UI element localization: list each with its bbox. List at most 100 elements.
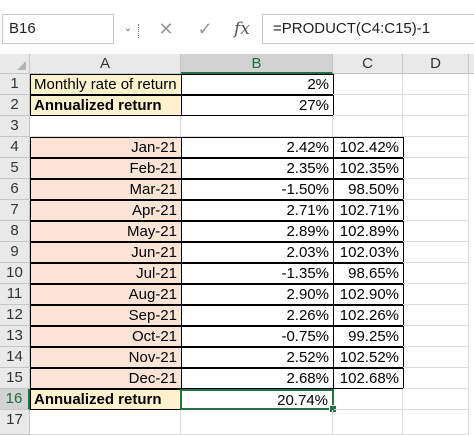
row-header[interactable]: 2 xyxy=(0,95,30,116)
cell-c16[interactable] xyxy=(334,389,403,410)
cell-c14[interactable]: 102.52% xyxy=(333,347,404,368)
cell-b11[interactable]: 2.90% xyxy=(181,284,334,305)
cell-d3[interactable] xyxy=(403,116,469,137)
cell-d11[interactable] xyxy=(403,284,469,305)
row-header[interactable]: 13 xyxy=(0,326,30,347)
formula-input[interactable]: =PRODUCT(C4:C15)-1 xyxy=(262,14,474,44)
cell-c9[interactable]: 102.03% xyxy=(333,242,404,263)
cell-b5[interactable]: 2.35% xyxy=(181,158,334,179)
row-header[interactable]: 1 xyxy=(0,74,30,95)
select-all-button[interactable] xyxy=(0,54,30,74)
cell-d5[interactable] xyxy=(403,158,469,179)
row-header[interactable]: 17 xyxy=(0,410,30,435)
cell-b14[interactable]: 2.52% xyxy=(181,347,334,368)
row-2: 2 Annualized return 27% xyxy=(0,95,474,116)
cell-a5[interactable]: Feb-21 xyxy=(30,158,182,179)
cell-d7[interactable] xyxy=(403,200,469,221)
cell-c5[interactable]: 102.35% xyxy=(333,158,404,179)
cell-b9[interactable]: 2.03% xyxy=(181,242,334,263)
row-header[interactable]: 3 xyxy=(0,116,30,137)
cell-a1[interactable]: Monthly rate of return xyxy=(30,74,182,95)
column-header-c[interactable]: C xyxy=(333,54,403,74)
row-header[interactable]: 12 xyxy=(0,305,30,326)
row-header[interactable]: 11 xyxy=(0,284,30,305)
cell-d6[interactable] xyxy=(403,179,469,200)
cell-c1[interactable] xyxy=(333,74,403,95)
cell-b6[interactable]: -1.50% xyxy=(181,179,334,200)
cell-b13[interactable]: -0.75% xyxy=(181,326,334,347)
cell-d2[interactable] xyxy=(403,95,469,116)
column-header-e-partial[interactable] xyxy=(469,54,474,74)
cancel-icon[interactable]: ✕ xyxy=(158,19,174,39)
row-header[interactable]: 7 xyxy=(0,200,30,221)
cell-d17[interactable] xyxy=(403,410,469,435)
row-header[interactable]: 15 xyxy=(0,368,30,389)
cell-c17[interactable] xyxy=(333,410,403,435)
cell-d9[interactable] xyxy=(403,242,469,263)
cell-b1[interactable]: 2% xyxy=(181,74,334,95)
cell-b16[interactable]: 20.74% xyxy=(180,389,334,410)
cell-c4[interactable]: 102.42% xyxy=(333,137,404,158)
insert-function-icon[interactable]: fx xyxy=(234,19,250,39)
row-17: 17 xyxy=(0,410,474,435)
row-header[interactable]: 6 xyxy=(0,179,30,200)
cell-c11[interactable]: 102.90% xyxy=(333,284,404,305)
cell-b10[interactable]: -1.35% xyxy=(181,263,334,284)
cell-d13[interactable] xyxy=(403,326,469,347)
cell-c12[interactable]: 102.26% xyxy=(333,305,404,326)
cell-c2[interactable] xyxy=(333,95,403,116)
cell-b15[interactable]: 2.68% xyxy=(181,368,334,389)
cell-d14[interactable] xyxy=(403,347,469,368)
cell-d8[interactable] xyxy=(403,221,469,242)
name-box[interactable]: B16 xyxy=(2,14,114,44)
cell-b8[interactable]: 2.89% xyxy=(181,221,334,242)
cell-c8[interactable]: 102.89% xyxy=(333,221,404,242)
cell-b17[interactable] xyxy=(181,410,333,435)
cell-b12[interactable]: 2.26% xyxy=(181,305,334,326)
row-header[interactable]: 8 xyxy=(0,221,30,242)
cell-a4[interactable]: Jan-21 xyxy=(30,137,182,158)
cell-a16[interactable]: Annualized return xyxy=(30,389,182,410)
row-header[interactable]: 14 xyxy=(0,347,30,368)
cell-a9[interactable]: Jun-21 xyxy=(30,242,182,263)
cell-b2[interactable]: 27% xyxy=(181,95,334,116)
cell-d10[interactable] xyxy=(403,263,469,284)
cell-a12[interactable]: Sep-21 xyxy=(30,305,182,326)
row-header[interactable]: 5 xyxy=(0,158,30,179)
cell-d15[interactable] xyxy=(403,368,469,389)
cell-d1[interactable] xyxy=(403,74,469,95)
row-header[interactable]: 4 xyxy=(0,137,30,158)
cell-c15[interactable]: 102.68% xyxy=(333,368,404,389)
cell-a17[interactable] xyxy=(30,410,181,435)
cell-b3[interactable] xyxy=(181,116,333,137)
cell-d12[interactable] xyxy=(403,305,469,326)
column-header-b[interactable]: B xyxy=(181,54,333,74)
cell-a10[interactable]: Jul-21 xyxy=(30,263,182,284)
column-header-a[interactable]: A xyxy=(30,54,181,74)
cell-c7[interactable]: 102.71% xyxy=(333,200,404,221)
cell-a2[interactable]: Annualized return xyxy=(30,95,182,116)
cell-a3[interactable] xyxy=(30,116,181,137)
cell-a15[interactable]: Dec-21 xyxy=(30,368,182,389)
cell-a14[interactable]: Nov-21 xyxy=(30,347,182,368)
cell-a13[interactable]: Oct-21 xyxy=(30,326,182,347)
enter-icon[interactable]: ✓ xyxy=(197,19,213,39)
cell-d16[interactable] xyxy=(403,389,469,410)
cell-a7[interactable]: Apr-21 xyxy=(30,200,182,221)
cell-a6[interactable]: Mar-21 xyxy=(30,179,182,200)
row-header[interactable]: 16 xyxy=(0,389,30,410)
column-header-d[interactable]: D xyxy=(403,54,469,74)
row-15: 15 Dec-21 2.68% 102.68% xyxy=(0,368,474,389)
cell-b7[interactable]: 2.71% xyxy=(181,200,334,221)
cell-a8[interactable]: May-21 xyxy=(30,221,182,242)
cell-b4[interactable]: 2.42% xyxy=(181,137,334,158)
row-header[interactable]: 10 xyxy=(0,263,30,284)
row-header[interactable]: 9 xyxy=(0,242,30,263)
cell-a11[interactable]: Aug-21 xyxy=(30,284,182,305)
cell-c6[interactable]: 98.50% xyxy=(333,179,404,200)
cell-c3[interactable] xyxy=(333,116,403,137)
cell-d4[interactable] xyxy=(403,137,469,158)
cell-c13[interactable]: 99.25% xyxy=(333,326,404,347)
chevron-down-icon[interactable]: ⌄ xyxy=(123,23,133,34)
cell-c10[interactable]: 98.65% xyxy=(333,263,404,284)
